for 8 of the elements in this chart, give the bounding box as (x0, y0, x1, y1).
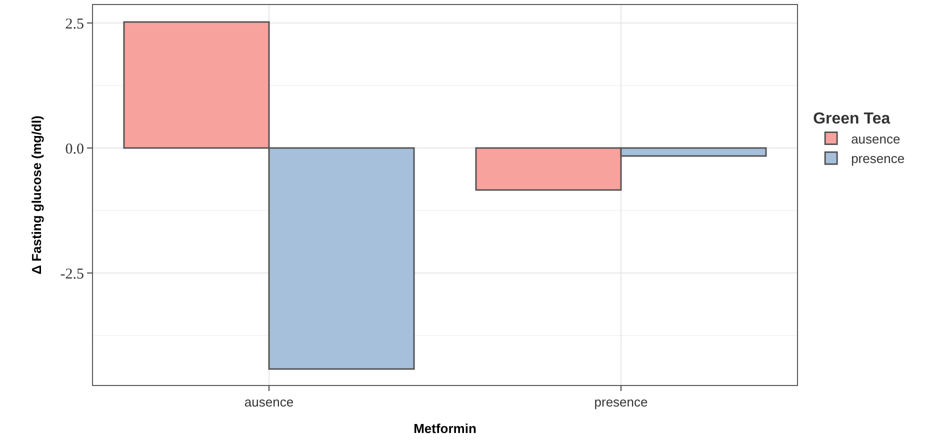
legend-label: ausence (851, 131, 900, 146)
legend-label: presence (851, 151, 905, 166)
y-tick-label: 0.0 (65, 141, 84, 158)
y-tick-label: 2.5 (65, 16, 84, 32)
y-tick-label: -2.5 (60, 266, 84, 282)
x-axis-title: Metformin (414, 421, 476, 436)
y-axis-title: Δ Fasting glucose (mg/dl) (29, 116, 44, 274)
legend-title: Green Tea (813, 110, 890, 128)
